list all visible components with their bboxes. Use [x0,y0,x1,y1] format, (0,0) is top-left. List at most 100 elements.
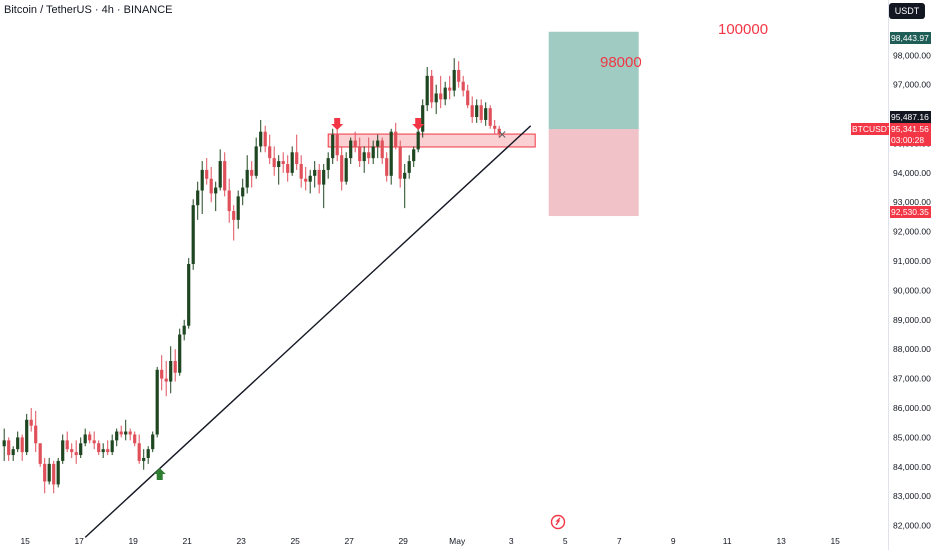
candle-body [178,334,182,373]
buy-arrow-icon [153,468,166,480]
candle-body [241,187,245,197]
annotation-target-100000: 100000 [718,21,768,38]
price-tag-stop-level: 92,530.35 [890,206,931,218]
symbol-badge[interactable]: BTCUSDT [851,123,889,135]
candle-body [7,440,11,456]
candle [155,366,159,438]
candle-body [88,434,92,441]
x-tick-label: 5 [563,536,568,546]
candle [367,137,371,165]
candle-body [70,449,74,453]
candle [304,166,308,191]
candle-body [56,460,60,485]
currency-button[interactable]: USDT [889,3,925,19]
candle-body [268,146,272,159]
last-price-marker-icon [498,131,506,138]
candle [88,431,92,444]
candle [119,425,123,438]
candle-body [317,169,321,185]
candle-body [263,131,267,147]
candle-body [223,161,227,191]
y-tick-label: 98,000.00 [893,50,931,60]
candle-body [92,440,96,444]
resistance-zone [327,133,536,148]
candle-body [322,169,326,185]
candle-body [416,131,420,150]
candle [16,431,20,453]
candle [295,134,299,170]
x-tick-label: 15 [830,536,840,546]
candle [484,102,488,126]
candle-body [236,196,240,220]
y-tick-label: 86,000.00 [893,403,931,413]
candle-body [133,434,137,444]
candle-body [475,105,479,118]
candle [25,413,29,456]
candle-body [164,378,168,382]
candle [227,178,231,223]
candle [340,146,344,191]
candle-body [160,369,164,379]
candle-body [272,158,276,167]
candle-body [124,431,128,435]
price-tag-high: 98,443.97 [890,32,931,44]
candle-body [128,431,132,435]
price-tag-tp-level: 95,487.16 [890,111,931,123]
candle-body [493,125,497,129]
x-tick-label: 27 [344,536,354,546]
candle-body [443,87,447,100]
candle-body [304,178,308,182]
candle [110,434,114,456]
candle [313,161,317,188]
candle-body [353,140,357,147]
candle [47,457,51,485]
symbol-title[interactable]: Bitcoin / TetherUS · 4h · BINANCE [4,4,173,16]
candle [2,428,6,461]
candle [191,199,195,270]
sell-arrow-icon [412,118,425,131]
candle [281,152,285,173]
candle-body [155,369,159,435]
candle-body [371,146,375,159]
candle [92,431,96,450]
candle-body [43,463,47,482]
candle [353,131,357,153]
candle [277,155,281,185]
candle-body [376,140,380,147]
candle [331,128,335,165]
candle [61,434,65,464]
x-tick-label: 13 [776,536,786,546]
candle-body [83,434,87,444]
candle-body [38,443,42,464]
x-tick-label: 7 [617,536,622,546]
candle [11,446,15,461]
candle [56,457,60,488]
candle-body [209,178,213,194]
candle [164,360,168,397]
candle-body [187,263,191,326]
candle [380,137,384,165]
candle [493,119,497,135]
candle [70,443,74,458]
candle-body [344,158,348,182]
candle [457,61,461,88]
candle [74,440,78,464]
y-tick-label: 97,000.00 [893,80,931,90]
candle [268,134,272,165]
candle-body [308,175,312,182]
candle [317,164,321,194]
candle-body [34,425,38,444]
candle-body [277,161,281,167]
candle-body [484,108,488,120]
tradingview-logo-icon[interactable] [550,514,566,530]
candle-body [97,443,101,453]
candle-body [227,190,231,212]
candle-body [106,449,110,453]
candle [475,99,479,123]
candle-body [151,434,155,450]
candle-body [65,440,69,450]
candle [421,99,425,138]
candle-body [439,93,443,100]
candle-body [470,105,474,118]
